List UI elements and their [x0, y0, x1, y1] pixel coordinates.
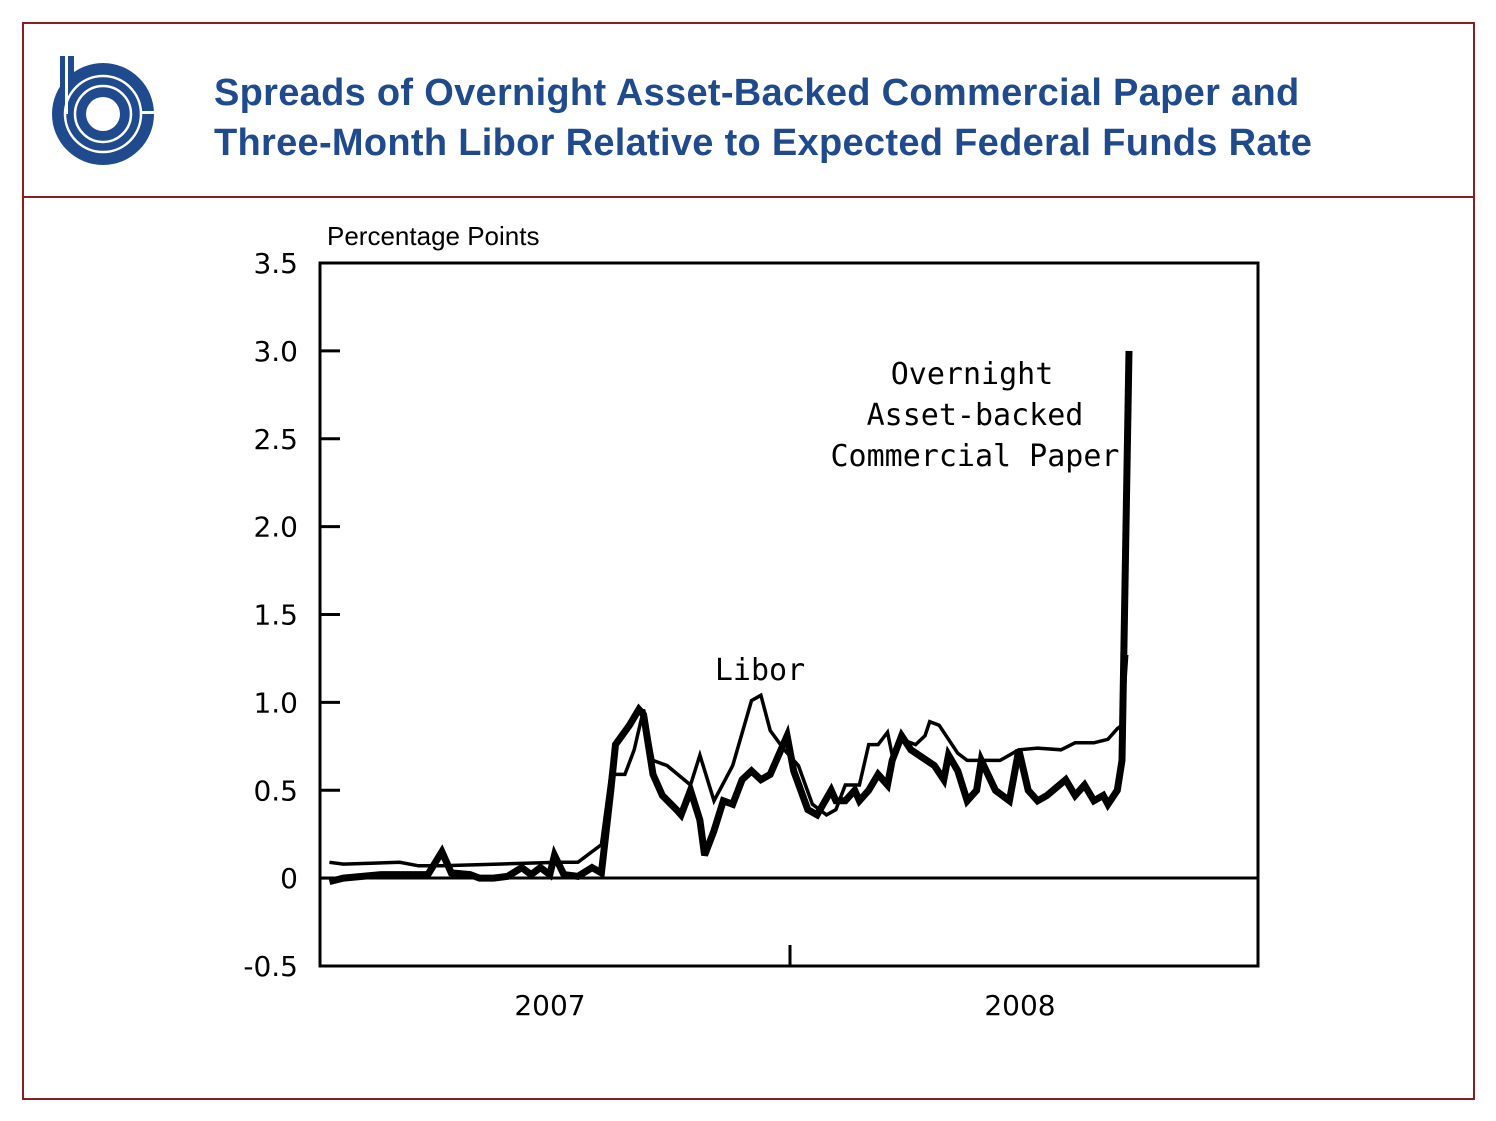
bank-logo-icon: [52, 56, 156, 165]
y-tick-label: 1.5: [253, 599, 298, 632]
y-tick-label: 0: [280, 862, 298, 895]
y-axis-label: Percentage Points: [327, 221, 539, 251]
title-line-1: Spreads of Overnight Asset-Backed Commer…: [214, 72, 1300, 114]
y-tick-label: -0.5: [243, 950, 298, 983]
y-tick-label: 0.5: [253, 774, 298, 807]
title-line-2: Three-Month Libor Relative to Expected F…: [214, 122, 1313, 164]
abcp-series-line: [328, 350, 1133, 885]
slide-frame: [22, 22, 1475, 1100]
page-title: Spreads of Overnight Asset-Backed Commer…: [214, 68, 1312, 168]
y-tick-label: 2.0: [253, 511, 298, 544]
y-tick-label: 3.0: [253, 335, 298, 368]
plot-area: [318, 261, 1260, 968]
y-tick-label: 1.0: [253, 686, 298, 719]
abcp-annotation-line-2: Asset-backed: [867, 398, 1084, 433]
y-tick-label: 2.5: [253, 423, 298, 456]
abcp-annotation-line-3: Commercial Paper: [831, 439, 1120, 474]
x-tick-label-2007: 2007: [514, 989, 585, 1022]
y-tick-label: 3.5: [253, 247, 298, 280]
libor-annotation: Libor: [715, 653, 805, 688]
x-tick-label-2008: 2008: [984, 989, 1055, 1022]
header-divider: [22, 196, 1473, 198]
abcp-annotation-line-1: Overnight: [891, 357, 1054, 392]
